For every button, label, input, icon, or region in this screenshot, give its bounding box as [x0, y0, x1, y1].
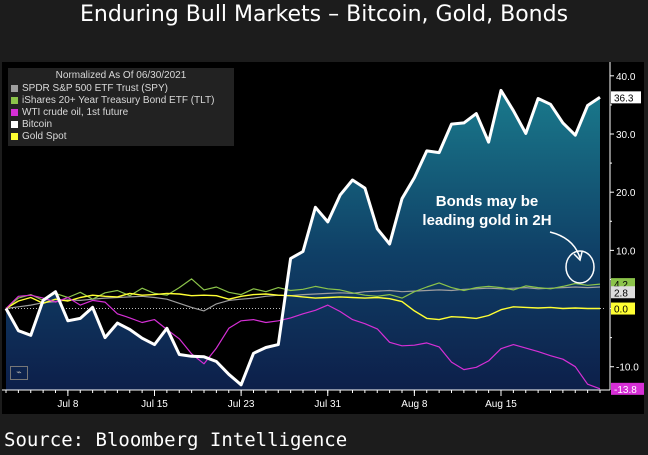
x-tick-label: Jul 31 [314, 399, 341, 410]
annotation-line-1: Bonds may be [436, 193, 539, 210]
legend-label-tlt: iShares 20+ Year Treasury Bond ETF (TLT) [22, 94, 215, 106]
end-label-text: -13.8 [614, 385, 637, 396]
source-caption: Source: Bloomberg Intelligence [4, 429, 348, 451]
annotation-line-2: leading gold in 2H [422, 212, 551, 229]
end-label-text: 4.2 [614, 280, 628, 291]
legend-label-wti: WTI crude oil, 1st future [22, 106, 129, 118]
y-tick-label: -10.0 [616, 363, 639, 374]
legend-item-bitcoin: Bitcoin [11, 118, 231, 130]
axes-layer: 40.0 30.0 20.0 10.0 0.0 -10.0 Jul 8 Jul 15 Jul 2… [2, 62, 639, 410]
series-line-1 [5, 278, 601, 309]
legend-label-gold: Gold Spot [22, 130, 67, 142]
bitcoin-area-fill [6, 90, 600, 391]
x-tick-label: Jul 15 [141, 399, 168, 410]
annotation-arrow [549, 231, 581, 259]
end-label-box [611, 302, 635, 315]
end-labels: 36.3 4.22.8 0.0 -13.8 [611, 91, 644, 396]
series-line-2 [5, 292, 600, 321]
legend-swatch-spy [11, 84, 18, 92]
legend: Normalized As Of 06/30/2021 SPDR S&P 500… [8, 68, 234, 146]
end-label-box [611, 286, 635, 299]
x-tick-label: Jul 23 [228, 399, 255, 410]
x-tick-label: Jul 8 [57, 399, 79, 410]
legend-swatch-bitcoin [11, 120, 18, 128]
legend-swatch-wti [11, 108, 18, 116]
annotation-arrowhead [573, 251, 583, 262]
end-label-box [611, 382, 644, 395]
end-label: 2.8 [611, 286, 635, 299]
y-tick-label: 30.0 [616, 130, 636, 141]
series-line-0 [5, 286, 601, 312]
end-label-text: 0.0 [614, 305, 628, 316]
chart-type-icon[interactable]: ⌁ [10, 366, 28, 380]
legend-header: Normalized As Of 06/30/2021 [55, 70, 187, 81]
legend-label-bitcoin: Bitcoin [22, 118, 53, 130]
y-tick-label: 20.0 [616, 188, 636, 199]
x-tick-label: Aug 8 [401, 399, 428, 410]
end-label-box [611, 91, 641, 104]
annotation-circle [565, 250, 595, 284]
page-title: Enduring Bull Markets – Bitcoin, Gold, B… [79, 2, 569, 27]
series-line-4 [4, 88, 601, 387]
x-tick-label: Aug 15 [485, 399, 517, 410]
chart-frame: Bonds may be leading gold in 2H 40.0 30.0 2… [2, 62, 644, 414]
end-label: 36.3 [611, 91, 641, 104]
legend-label-spy: SPDR S&P 500 ETF Trust (SPY) [22, 82, 168, 94]
legend-swatch-gold [11, 132, 18, 140]
legend-item-gold: Gold Spot [11, 130, 231, 142]
end-label-text: 2.8 [614, 288, 628, 299]
series-line-3 [5, 294, 601, 390]
legend-swatch-tlt [11, 96, 18, 104]
series-lines [4, 88, 601, 390]
end-label-text: 36.3 [614, 93, 634, 104]
annotation-layer: Bonds may be leading gold in 2H [422, 193, 595, 284]
end-label: 0.0 [611, 302, 635, 316]
end-label: -13.8 [611, 382, 644, 396]
line-chart: Bonds may be leading gold in 2H 40.0 30.0 2… [2, 62, 644, 410]
legend-item-wti: WTI crude oil, 1st future [11, 106, 231, 118]
y-tick-label: 40.0 [616, 72, 636, 83]
legend-item-spy: SPDR S&P 500 ETF Trust (SPY) [11, 82, 231, 94]
legend-item-tlt: iShares 20+ Year Treasury Bond ETF (TLT) [11, 94, 231, 106]
y-tick-label: 10.0 [616, 246, 636, 257]
